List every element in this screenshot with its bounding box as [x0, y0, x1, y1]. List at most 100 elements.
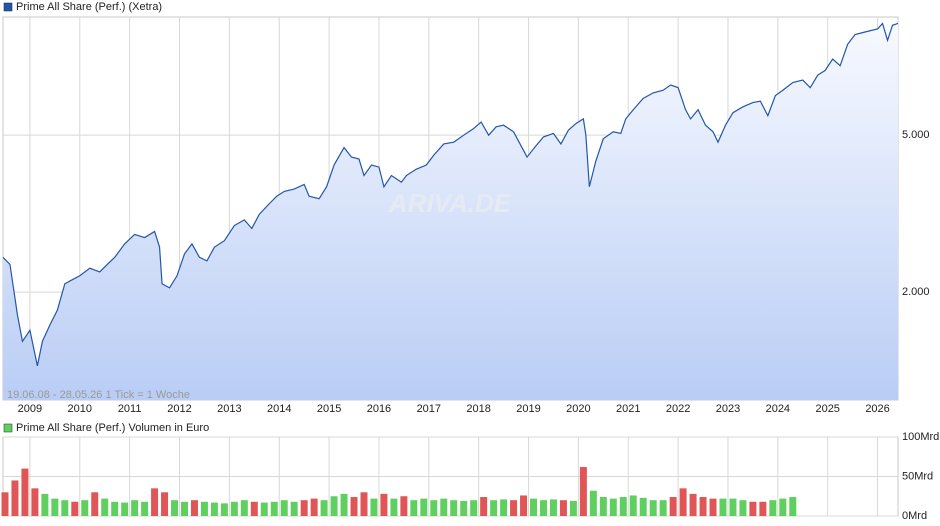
x-tick-label: 2023: [716, 403, 740, 415]
volume-bar: [739, 500, 747, 516]
y-tick-label: 0Mrd: [902, 510, 927, 522]
volume-bar: [510, 500, 518, 516]
volume-bar: [230, 501, 238, 516]
volume-bar: [500, 499, 508, 516]
x-tick-label: 2021: [616, 403, 640, 415]
volume-bar: [131, 500, 139, 516]
volume-bar: [480, 497, 488, 516]
volume-bar: [390, 498, 398, 516]
volume-bar: [41, 493, 49, 516]
volume-bar: [619, 497, 627, 516]
volume-legend-label: Prime All Share (Perf.) Volumen in Euro: [16, 422, 209, 434]
volume-bar: [460, 500, 468, 516]
volume-bar: [450, 500, 458, 516]
volume-bar: [161, 492, 169, 516]
volume-bar: [699, 497, 707, 516]
volume-bar: [21, 468, 29, 516]
watermark: ARIVA.DE: [388, 188, 512, 218]
volume-bar: [490, 500, 498, 516]
volume-bar: [250, 501, 258, 516]
volume-bar: [719, 498, 727, 516]
volume-bar: [260, 502, 268, 516]
x-tick-label: 2014: [267, 403, 291, 415]
volume-bar: [141, 501, 149, 516]
legend-swatch: [3, 2, 13, 12]
volume-bar: [370, 498, 378, 516]
volume-bar: [200, 501, 208, 516]
volume-bar: [340, 493, 348, 516]
x-tick-label: 2010: [68, 403, 92, 415]
volume-bar: [61, 500, 69, 516]
volume-bar: [240, 500, 248, 516]
x-tick-label: 2026: [865, 403, 889, 415]
volume-bar: [220, 503, 228, 516]
volume-bar: [639, 497, 647, 516]
x-tick-label: 2018: [466, 403, 490, 415]
volume-legend-swatch: [3, 423, 13, 433]
volume-bar: [400, 496, 408, 516]
volume-bar: [210, 502, 218, 516]
volume-bar: [71, 501, 79, 516]
y-tick-label: 50Mrd: [902, 470, 933, 482]
x-tick-label: 2019: [516, 403, 540, 415]
volume-bar: [360, 492, 368, 516]
volume-bar: [171, 500, 179, 516]
volume-bar: [629, 495, 637, 516]
volume-bar: [759, 501, 767, 516]
volume-bar: [589, 490, 597, 516]
volume-bar: [669, 497, 677, 516]
volume-bar: [470, 500, 478, 516]
volume-bar: [749, 501, 757, 516]
volume-bar: [769, 500, 777, 516]
volume-bar: [440, 498, 448, 516]
volume-bar: [51, 498, 59, 516]
area: [3, 23, 898, 400]
volume-bar: [121, 502, 129, 516]
volume-bar: [181, 501, 188, 516]
volume-bar: [579, 467, 587, 516]
y-tick-label: 100Mrd: [902, 431, 939, 443]
volume-bar: [11, 480, 19, 516]
volume-bar: [320, 500, 328, 516]
x-tick-label: 2009: [18, 403, 42, 415]
y-tick-label: 2.000: [902, 286, 930, 298]
volume-bar: [101, 498, 109, 516]
x-tick-label: 2024: [766, 403, 790, 415]
x-tick-label: 2015: [317, 403, 341, 415]
volume-bar: [190, 500, 198, 516]
volume-bar: [530, 498, 538, 516]
volume-bar: [280, 500, 288, 516]
volume-bar: [569, 500, 577, 516]
volume-bar: [729, 498, 737, 516]
x-tick-label: 2017: [417, 403, 441, 415]
volume-bar: [300, 500, 308, 516]
volume-bar: [689, 493, 697, 516]
volume-bar: [1, 492, 9, 516]
subtitle: 19.06.08 - 28.05.26 1 Tick = 1 Woche: [7, 389, 190, 401]
x-tick-label: 2020: [566, 403, 590, 415]
x-tick-label: 2016: [367, 403, 391, 415]
volume-bar: [350, 497, 358, 516]
volume-bar: [779, 498, 787, 516]
y-tick-label: 5.000: [902, 129, 930, 141]
volume-bar: [410, 500, 418, 516]
volume-bar: [659, 500, 667, 516]
volume-bar: [549, 499, 557, 516]
price-line: [2, 22, 899, 366]
volume-bar: [31, 488, 39, 516]
volume-bar: [709, 498, 717, 516]
volume-bar: [330, 496, 338, 516]
volume-bar: [609, 498, 617, 516]
volume-bar: [420, 498, 428, 516]
volume-bar: [91, 492, 99, 516]
volume-bar: [520, 495, 528, 516]
volume-bar: [270, 501, 278, 516]
x-tick-label: 2025: [815, 403, 839, 415]
volume-bar: [540, 500, 547, 516]
volume-bar: [679, 488, 687, 516]
volume-bar: [310, 498, 318, 516]
volume-bar: [290, 501, 298, 516]
volume-bar: [599, 497, 607, 516]
volume-bar: [649, 500, 657, 516]
